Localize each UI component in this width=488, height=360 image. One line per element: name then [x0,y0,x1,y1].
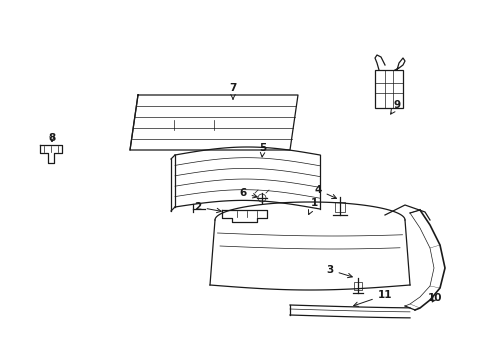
Bar [374,70,402,108]
Text: 8: 8 [48,133,56,143]
Text: 2: 2 [194,202,221,213]
Text: 9: 9 [390,100,400,114]
Bar [353,282,361,290]
Text: 4: 4 [314,185,336,199]
Text: 10: 10 [427,293,441,303]
Text: 3: 3 [325,265,351,278]
Text: 5: 5 [259,143,266,157]
Text: 7: 7 [229,83,236,99]
Bar [334,202,345,212]
Text: 1: 1 [308,198,317,215]
Text: 11: 11 [353,290,391,306]
Text: 6: 6 [239,188,257,198]
